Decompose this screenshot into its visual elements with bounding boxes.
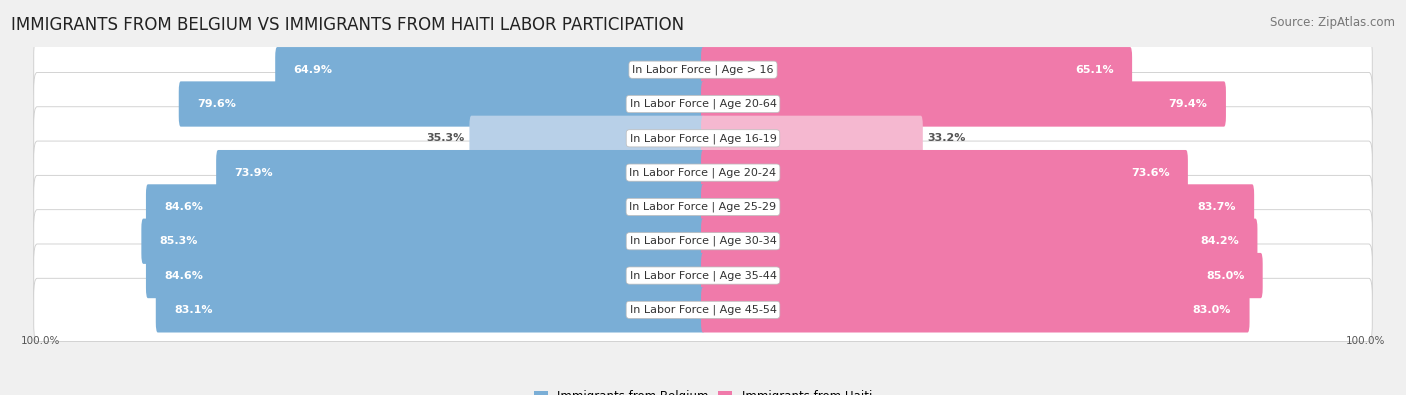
Text: 83.7%: 83.7% xyxy=(1198,202,1236,212)
Text: 83.0%: 83.0% xyxy=(1192,305,1232,315)
Text: 65.1%: 65.1% xyxy=(1076,65,1114,75)
FancyBboxPatch shape xyxy=(34,107,1372,170)
FancyBboxPatch shape xyxy=(470,116,704,161)
FancyBboxPatch shape xyxy=(34,72,1372,135)
FancyBboxPatch shape xyxy=(702,116,922,161)
FancyBboxPatch shape xyxy=(34,210,1372,273)
Text: 64.9%: 64.9% xyxy=(294,65,333,75)
FancyBboxPatch shape xyxy=(702,218,1257,264)
Text: 100.0%: 100.0% xyxy=(1346,336,1385,346)
FancyBboxPatch shape xyxy=(702,287,1250,333)
Legend: Immigrants from Belgium, Immigrants from Haiti: Immigrants from Belgium, Immigrants from… xyxy=(529,385,877,395)
Text: In Labor Force | Age 45-54: In Labor Force | Age 45-54 xyxy=(630,305,776,315)
Text: 84.6%: 84.6% xyxy=(165,202,204,212)
Text: Source: ZipAtlas.com: Source: ZipAtlas.com xyxy=(1270,16,1395,29)
FancyBboxPatch shape xyxy=(142,218,704,264)
FancyBboxPatch shape xyxy=(156,287,704,333)
FancyBboxPatch shape xyxy=(146,184,704,229)
FancyBboxPatch shape xyxy=(702,150,1188,195)
FancyBboxPatch shape xyxy=(34,141,1372,204)
Text: In Labor Force | Age 25-29: In Labor Force | Age 25-29 xyxy=(630,202,776,212)
Text: 84.2%: 84.2% xyxy=(1201,236,1239,246)
FancyBboxPatch shape xyxy=(34,244,1372,307)
FancyBboxPatch shape xyxy=(34,38,1372,101)
FancyBboxPatch shape xyxy=(702,47,1132,92)
Text: 73.9%: 73.9% xyxy=(235,167,273,178)
Text: In Labor Force | Age 20-24: In Labor Force | Age 20-24 xyxy=(630,167,776,178)
Text: 85.3%: 85.3% xyxy=(160,236,198,246)
Text: In Labor Force | Age 30-34: In Labor Force | Age 30-34 xyxy=(630,236,776,246)
FancyBboxPatch shape xyxy=(34,278,1372,341)
FancyBboxPatch shape xyxy=(217,150,704,195)
FancyBboxPatch shape xyxy=(34,175,1372,239)
Text: IMMIGRANTS FROM BELGIUM VS IMMIGRANTS FROM HAITI LABOR PARTICIPATION: IMMIGRANTS FROM BELGIUM VS IMMIGRANTS FR… xyxy=(11,16,685,34)
Text: 84.6%: 84.6% xyxy=(165,271,204,280)
FancyBboxPatch shape xyxy=(276,47,704,92)
Text: 35.3%: 35.3% xyxy=(426,134,465,143)
Text: In Labor Force | Age > 16: In Labor Force | Age > 16 xyxy=(633,64,773,75)
Text: 33.2%: 33.2% xyxy=(928,134,966,143)
Text: 79.4%: 79.4% xyxy=(1168,99,1208,109)
Text: In Labor Force | Age 16-19: In Labor Force | Age 16-19 xyxy=(630,133,776,143)
FancyBboxPatch shape xyxy=(702,81,1226,127)
FancyBboxPatch shape xyxy=(146,253,704,298)
Text: In Labor Force | Age 35-44: In Labor Force | Age 35-44 xyxy=(630,270,776,281)
FancyBboxPatch shape xyxy=(702,253,1263,298)
FancyBboxPatch shape xyxy=(702,184,1254,229)
Text: In Labor Force | Age 20-64: In Labor Force | Age 20-64 xyxy=(630,99,776,109)
Text: 83.1%: 83.1% xyxy=(174,305,212,315)
Text: 100.0%: 100.0% xyxy=(21,336,60,346)
FancyBboxPatch shape xyxy=(179,81,704,127)
Text: 85.0%: 85.0% xyxy=(1206,271,1244,280)
Text: 73.6%: 73.6% xyxy=(1130,167,1170,178)
Text: 79.6%: 79.6% xyxy=(197,99,236,109)
